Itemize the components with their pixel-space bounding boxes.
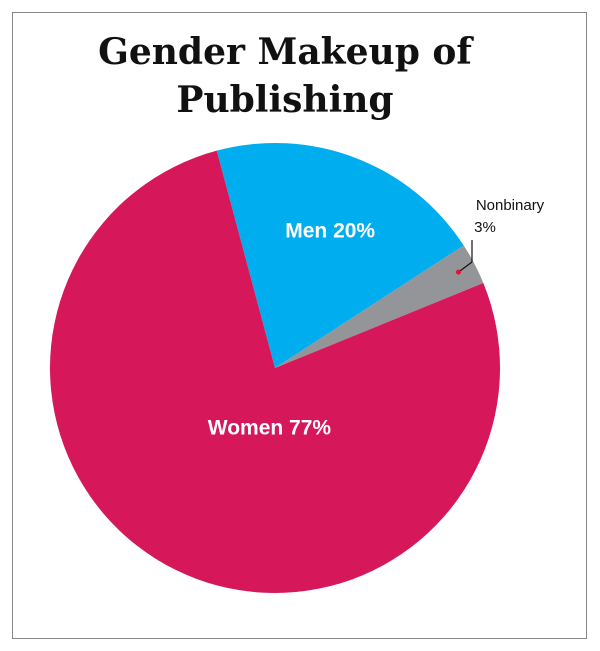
category-label: Nonbinary — [476, 197, 545, 214]
category-label: Women — [208, 417, 283, 440]
pie-slice — [275, 245, 484, 368]
pie-slice — [50, 150, 501, 593]
value-label: 20% — [333, 219, 375, 242]
leader-dot — [455, 269, 461, 275]
category-label: Men — [285, 219, 327, 242]
leader-line — [458, 261, 473, 273]
slice-label: Men 20% — [285, 219, 375, 242]
slice-label: Women 77% — [208, 417, 332, 440]
chart-title: Gender Makeup of Publishing — [98, 31, 472, 121]
value-label: 77% — [289, 417, 331, 440]
value-label: 3% — [474, 219, 496, 236]
frame — [12, 12, 587, 639]
pie-slice — [216, 142, 464, 368]
